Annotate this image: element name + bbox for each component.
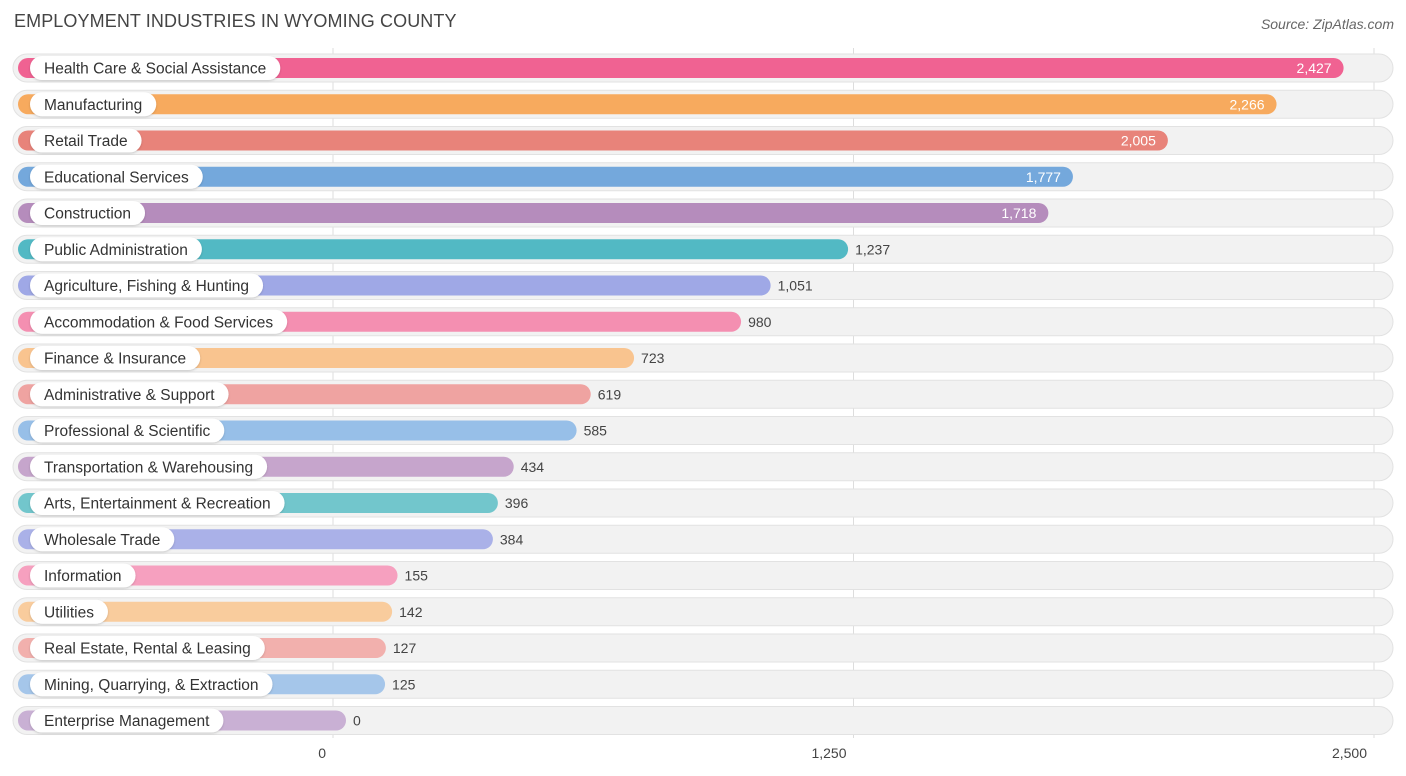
category-label: Enterprise Management xyxy=(44,713,210,730)
category-label: Arts, Entertainment & Recreation xyxy=(44,496,271,513)
category-label-pill xyxy=(30,128,142,153)
category-label-pill xyxy=(30,382,229,407)
category-label: Utilities xyxy=(44,604,94,621)
value-label: 2,005 xyxy=(1121,133,1156,149)
category-label-pill xyxy=(30,708,224,733)
value-label: 1,777 xyxy=(1026,169,1061,185)
value-label: 1,237 xyxy=(855,241,890,257)
category-label-pill xyxy=(30,527,175,552)
category-label: Construction xyxy=(44,206,131,223)
category-label-pill xyxy=(30,309,288,334)
value-label: 142 xyxy=(399,604,423,620)
category-label-pill xyxy=(30,672,273,697)
category-label: Public Administration xyxy=(44,242,188,259)
category-label: Educational Services xyxy=(44,169,189,186)
value-label: 2,427 xyxy=(1297,60,1332,76)
category-label-pill xyxy=(30,346,201,370)
category-label-pill xyxy=(30,599,108,624)
value-label: 384 xyxy=(500,531,524,547)
category-label: Transportation & Warehousing xyxy=(44,459,253,476)
category-label: Accommodation & Food Services xyxy=(44,314,273,331)
category-label: Manufacturing xyxy=(44,97,142,114)
bar xyxy=(18,203,1049,223)
value-label: 127 xyxy=(393,640,417,656)
x-tick-label: 0 xyxy=(318,745,326,761)
bar xyxy=(18,130,1168,151)
category-label: Finance & Insurance xyxy=(44,351,186,368)
value-label: 125 xyxy=(392,676,416,692)
bar xyxy=(18,601,393,622)
bar xyxy=(18,94,1277,115)
category-label-pill xyxy=(30,56,281,80)
category-label: Information xyxy=(44,568,122,585)
category-label: Real Estate, Rental & Leasing xyxy=(44,641,251,658)
category-label-pill xyxy=(30,636,265,660)
bar xyxy=(18,166,1073,187)
value-label: 585 xyxy=(584,423,608,439)
category-label-pill xyxy=(30,92,157,117)
value-label: 2,266 xyxy=(1230,96,1265,112)
category-label: Mining, Quarrying, & Extraction xyxy=(44,677,259,694)
x-tick-label: 2,500 xyxy=(1332,745,1367,761)
category-label-pill xyxy=(30,418,225,443)
category-label-pill xyxy=(30,237,202,262)
value-label: 619 xyxy=(598,386,622,402)
value-label: 1,051 xyxy=(778,278,813,294)
value-label: 0 xyxy=(353,713,361,729)
value-label: 155 xyxy=(405,568,429,584)
category-label: Administrative & Support xyxy=(44,387,215,404)
value-label: 1,718 xyxy=(1001,205,1036,221)
category-label-pill xyxy=(30,164,203,189)
value-label: 434 xyxy=(521,459,545,475)
category-label-pill xyxy=(30,491,285,515)
category-label: Professional & Scientific xyxy=(44,423,211,440)
category-label: Agriculture, Fishing & Hunting xyxy=(44,278,249,295)
category-label-pill xyxy=(30,454,268,479)
category-label: Wholesale Trade xyxy=(44,532,160,549)
value-label: 396 xyxy=(505,495,529,511)
chart-title: EMPLOYMENT INDUSTRIES IN WYOMING COUNTY xyxy=(14,11,457,31)
bar xyxy=(18,58,1344,78)
category-label-pill xyxy=(30,273,264,298)
source-label: Source: ZipAtlas.com xyxy=(1260,16,1394,32)
category-label-pill xyxy=(30,201,146,225)
bar-track xyxy=(12,706,1394,735)
value-label: 723 xyxy=(641,350,665,366)
value-label: 980 xyxy=(748,314,772,330)
category-label: Health Care & Social Assistance xyxy=(44,61,266,78)
bar xyxy=(18,239,849,260)
x-tick-label: 1,250 xyxy=(811,745,846,761)
category-label-pill xyxy=(30,563,136,588)
category-label: Retail Trade xyxy=(44,133,128,150)
